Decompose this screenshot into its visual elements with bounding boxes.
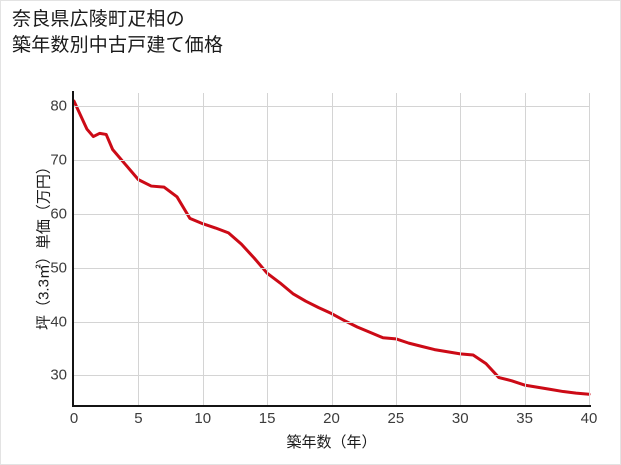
x-tick-label: 20 bbox=[323, 410, 340, 427]
gridline-vertical bbox=[460, 93, 461, 405]
x-axis-spine bbox=[72, 405, 591, 407]
x-tick-label: 40 bbox=[580, 410, 598, 427]
gridline-vertical bbox=[138, 93, 139, 405]
y-tick-label: 80 bbox=[50, 97, 67, 115]
x-tick-label: 25 bbox=[387, 410, 405, 427]
gridline-vertical bbox=[267, 93, 268, 405]
x-tick-label: 0 bbox=[69, 410, 79, 427]
x-tick-label: 10 bbox=[194, 410, 212, 427]
y-tick-label: 30 bbox=[50, 366, 67, 384]
gridline-vertical bbox=[203, 93, 204, 405]
plot-area bbox=[72, 93, 591, 405]
y-tick-label: 60 bbox=[50, 205, 67, 223]
y-tick-label: 50 bbox=[50, 259, 67, 277]
gridline-vertical bbox=[396, 93, 397, 405]
gridline-horizontal bbox=[74, 160, 589, 161]
gridline-horizontal bbox=[74, 375, 589, 376]
y-axis-spine bbox=[72, 91, 74, 407]
gridline-vertical bbox=[589, 93, 590, 405]
gridline-horizontal bbox=[74, 322, 589, 323]
y-axis-tick-labels: 30 40 50 60 70 80 bbox=[21, 1, 67, 464]
y-axis-title: 坪（3.3㎡）単価（万円） bbox=[35, 159, 53, 330]
gridline-horizontal bbox=[74, 106, 589, 107]
x-tick-label: 35 bbox=[516, 410, 533, 427]
y-tick-label: 70 bbox=[50, 151, 67, 169]
gridline-vertical bbox=[525, 93, 526, 405]
chart-title: 奈良県広陵町疋相の 築年数別中古戸建て価格 bbox=[12, 9, 224, 56]
gridline-horizontal bbox=[74, 214, 589, 215]
x-tick-label: 5 bbox=[134, 410, 143, 427]
x-tick-label: 30 bbox=[451, 410, 469, 427]
x-tick-label: 15 bbox=[258, 410, 276, 427]
y-tick-label: 40 bbox=[50, 313, 67, 331]
gridline-horizontal bbox=[74, 268, 589, 269]
x-axis-title: 築年数（年） bbox=[286, 434, 377, 451]
gridline-vertical bbox=[332, 93, 333, 405]
